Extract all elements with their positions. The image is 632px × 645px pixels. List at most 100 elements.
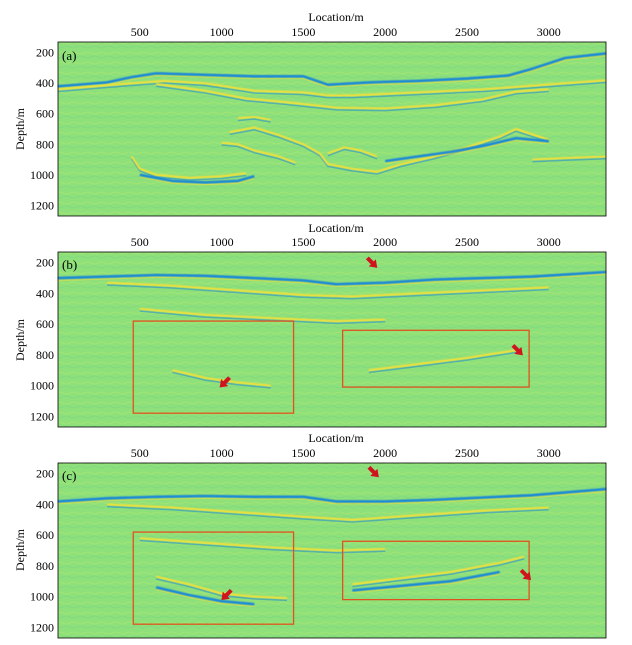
reflector	[130, 155, 247, 179]
y-tick-label: 400	[36, 286, 54, 300]
reflector	[139, 307, 386, 323]
x-tick-label: 1000	[210, 25, 234, 39]
reflector-sidelobe	[352, 573, 500, 594]
x-tick-label: 2000	[373, 446, 397, 460]
reflector-sidelobe	[155, 588, 255, 608]
reflector	[139, 537, 386, 552]
y-tick-label: 800	[36, 348, 54, 362]
panel-a: Location/m 500 1000 1500 2000 2500 3000 200 40…	[13, 10, 607, 217]
y-tick-label: 200	[36, 46, 54, 60]
y-tick-label: 400	[36, 497, 54, 511]
reflectors-c	[57, 487, 607, 608]
reflector-sidelobe	[532, 157, 607, 163]
reflector	[155, 83, 549, 110]
x-tick-label: 2500	[455, 235, 479, 249]
plot-frame-c	[57, 462, 607, 639]
y-tick-label: 1000	[30, 168, 54, 182]
panel-label-c: (c)	[62, 468, 76, 483]
y-tick-label: 800	[36, 559, 54, 573]
reflector-sidelobe	[155, 578, 288, 602]
x-tick-label: 1500	[291, 446, 315, 460]
x-tick-label: 3000	[537, 235, 561, 249]
reflector-sidelobe	[107, 505, 549, 523]
panel-b: Location/m 500 1000 1500 2000 2500 3000 200 40…	[13, 221, 607, 428]
y-tick-label: 1200	[30, 198, 54, 212]
reflector	[532, 155, 607, 161]
panel-label-a: (a)	[62, 48, 76, 63]
highlight-box	[132, 320, 295, 414]
boxes-b	[132, 320, 530, 414]
plot-frame-a	[57, 41, 607, 217]
reflector-sidelobe	[327, 148, 378, 160]
indicator-arrow-head	[219, 379, 229, 388]
reflector	[57, 487, 607, 503]
highlight-box	[132, 531, 295, 625]
x-axis-title-a: Location/m	[308, 10, 364, 24]
reflector	[57, 52, 607, 88]
reflector-sidelobe	[221, 144, 296, 166]
reflector-sidelobe	[107, 284, 549, 300]
y-tick-label: 600	[36, 317, 54, 331]
reflectors-a	[57, 52, 607, 186]
reflector	[221, 141, 296, 164]
indicator-arrow-shaft	[222, 376, 231, 385]
x-axis-title-c: Location/m	[308, 431, 364, 445]
reflector	[368, 349, 517, 372]
y-tick-label: 1000	[30, 379, 54, 393]
reflector	[107, 503, 549, 521]
x-axis-title-b: Location/m	[308, 221, 364, 235]
reflector-sidelobe	[139, 310, 386, 325]
reflector-sidelobe	[57, 490, 607, 505]
reflector-sidelobe	[139, 539, 386, 554]
indicator-arrow-head	[514, 346, 523, 356]
reflector	[229, 126, 550, 173]
y-axis-title-c: Depth/m	[13, 528, 27, 571]
x-tick-label: 2000	[373, 25, 397, 39]
y-tick-label: 600	[36, 107, 54, 121]
x-tick-label: 3000	[537, 25, 561, 39]
reflector-sidelobe	[237, 118, 271, 123]
indicator-arrow	[365, 256, 378, 268]
indicator-arrow	[219, 376, 231, 388]
y-tick-label: 1200	[30, 409, 54, 423]
x-tick-label: 2000	[373, 235, 397, 249]
reflector	[155, 586, 255, 606]
indicator-arrow-shaft	[365, 256, 375, 266]
reflector-sidelobe	[155, 85, 549, 112]
y-tick-label: 600	[36, 528, 54, 542]
y-tick-labels-b: 200 400 600 800 1000 1200	[30, 256, 61, 423]
indicator-arrow-head	[522, 571, 532, 581]
highlight-box	[341, 329, 530, 388]
arrows-b	[219, 256, 523, 388]
highlight-box	[341, 540, 530, 601]
x-tick-label: 1000	[210, 235, 234, 249]
y-tick-label: 200	[36, 467, 54, 481]
boxes-c	[132, 531, 530, 625]
x-tick-label: 1000	[210, 446, 234, 460]
x-tick-labels-c: 500 1000 1500 2000 2500 3000	[131, 446, 561, 466]
reflector	[352, 555, 525, 586]
indicator-arrow-head	[370, 468, 379, 478]
x-tick-label: 1500	[291, 235, 315, 249]
y-tick-labels-c: 200 400 600 800 1000 1200	[30, 467, 61, 634]
indicator-arrow	[519, 568, 532, 581]
x-tick-label: 500	[131, 446, 149, 460]
y-tick-label: 200	[36, 256, 54, 270]
reflector	[237, 115, 271, 121]
reflector	[57, 270, 607, 286]
reflector-sidelobe	[368, 351, 517, 374]
y-tick-label: 400	[36, 76, 54, 90]
reflector-sidelobe	[139, 176, 255, 186]
indicator-arrow	[367, 465, 379, 478]
reflector	[107, 281, 549, 298]
reflector-sidelobe	[130, 158, 247, 181]
reflectors-b	[57, 270, 607, 389]
x-tick-labels-b: 500 1000 1500 2000 2500 3000	[131, 235, 561, 255]
x-tick-label: 3000	[537, 446, 561, 460]
indicator-arrow-head	[368, 259, 378, 268]
x-tick-label: 2500	[455, 446, 479, 460]
reflector	[155, 575, 288, 600]
y-tick-label: 1000	[30, 590, 54, 604]
reflector-sidelobe	[229, 128, 549, 175]
